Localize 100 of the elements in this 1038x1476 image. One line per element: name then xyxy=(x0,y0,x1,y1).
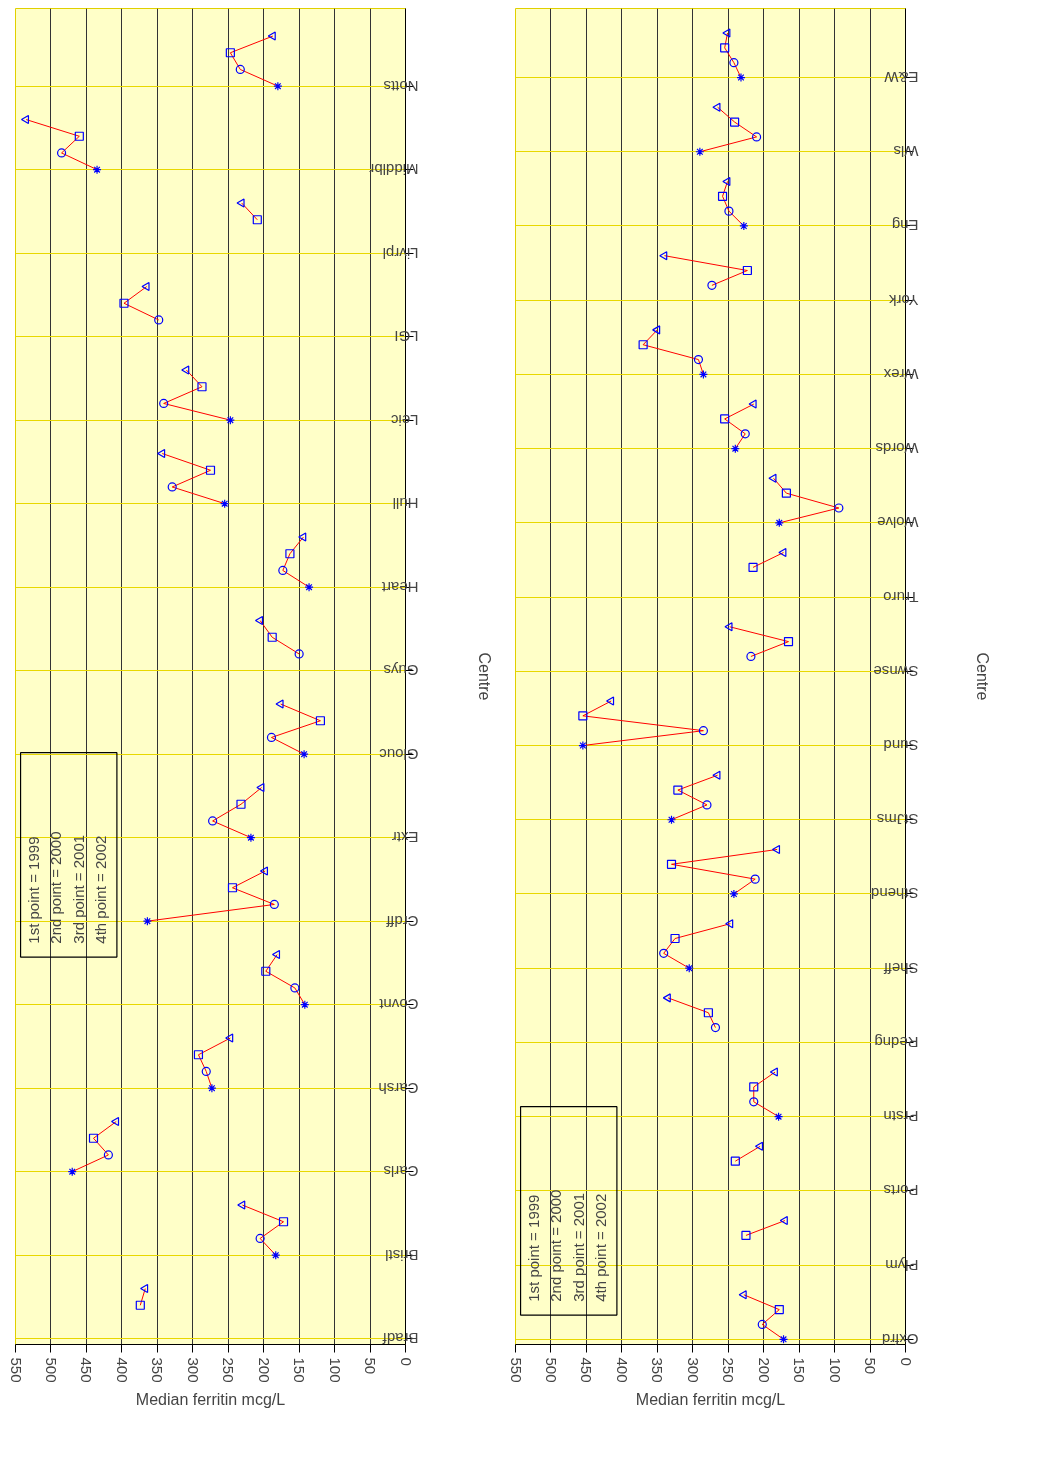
x-tick-label: 100 xyxy=(326,1357,344,1383)
point xyxy=(749,1082,759,1092)
point xyxy=(193,1050,204,1060)
point xyxy=(738,1290,747,1300)
point xyxy=(119,298,129,308)
point xyxy=(724,622,733,632)
point xyxy=(729,58,739,68)
point xyxy=(236,799,246,809)
y-tick-label: Wrex xyxy=(883,365,919,383)
point xyxy=(652,325,661,335)
point xyxy=(774,518,784,528)
point xyxy=(315,716,326,726)
point xyxy=(684,963,694,973)
point xyxy=(208,816,218,826)
point xyxy=(56,148,67,158)
annotation: 4th point = 2002 xyxy=(592,1193,610,1302)
point xyxy=(774,1305,784,1315)
y-tick-label: Crdff xyxy=(385,912,419,930)
point xyxy=(255,1233,265,1244)
x-tick-label: 550 xyxy=(7,1357,25,1383)
point xyxy=(659,251,668,261)
annotation: 1st point = 1999 xyxy=(524,1194,542,1302)
point xyxy=(201,1066,211,1077)
y-tick-label: Leic xyxy=(390,411,419,429)
point xyxy=(225,1033,234,1043)
x-tick-label: 200 xyxy=(255,1357,273,1383)
point xyxy=(698,369,709,380)
point xyxy=(67,1167,77,1177)
point xyxy=(748,562,758,572)
x-tick-label: 350 xyxy=(149,1357,167,1383)
point xyxy=(722,28,731,38)
y-tick-label: Notts xyxy=(383,77,419,95)
point xyxy=(673,785,683,795)
annotation: 1st point = 1999 xyxy=(24,836,42,944)
x-tick-label: 350 xyxy=(649,1357,667,1383)
x-tick-label: 400 xyxy=(113,1357,131,1383)
y-tick-label: Wolve xyxy=(877,514,919,532)
y-tick-label: Words xyxy=(875,440,919,458)
point xyxy=(698,726,709,736)
x-tick-label: 100 xyxy=(826,1357,844,1383)
point xyxy=(278,1217,289,1227)
x-axis-title: Median ferritin mcg/L xyxy=(135,1390,286,1408)
point xyxy=(220,499,230,509)
point xyxy=(730,1156,740,1166)
point xyxy=(267,31,276,41)
point xyxy=(778,547,787,558)
y-tick-label: Ports xyxy=(883,1182,919,1200)
y-tick-label: Sthend xyxy=(870,885,919,903)
y-tick-label: Extr xyxy=(391,829,419,847)
y-tick-label: Bristl xyxy=(385,1246,419,1264)
point xyxy=(159,398,169,409)
point xyxy=(20,114,30,125)
point xyxy=(269,899,279,910)
point xyxy=(271,1250,281,1260)
y-tick-label: Sheff xyxy=(882,959,919,977)
point xyxy=(205,465,216,475)
point xyxy=(606,696,615,706)
y-axis-title: Centre xyxy=(974,652,992,701)
point xyxy=(781,488,791,498)
point xyxy=(142,916,152,926)
x-tick-label: 300 xyxy=(184,1357,202,1383)
point xyxy=(74,131,84,141)
y-tick-label: E&W xyxy=(883,69,919,87)
point xyxy=(768,473,777,483)
point xyxy=(742,265,752,276)
x-tick-label: 550 xyxy=(507,1357,525,1383)
point xyxy=(92,165,102,175)
y-tick-label: Prstn xyxy=(883,1108,919,1126)
y-tick-label: Glouc xyxy=(378,745,419,763)
point xyxy=(748,399,757,409)
x-tick-label: 0 xyxy=(897,1357,915,1366)
point xyxy=(662,993,671,1003)
point xyxy=(298,532,307,542)
point xyxy=(246,833,256,843)
point xyxy=(141,281,150,292)
y-tick-label: StJms xyxy=(876,811,919,829)
y-tick-label: York xyxy=(888,291,919,309)
point xyxy=(736,72,746,83)
x-tick-label: 150 xyxy=(291,1357,309,1383)
point xyxy=(227,883,238,893)
point xyxy=(237,1200,246,1210)
y-tick-label: Truro xyxy=(883,588,919,606)
x-tick-label: 50 xyxy=(362,1357,380,1375)
y-tick-label: Livrpl xyxy=(382,244,419,262)
point xyxy=(167,482,177,492)
x-tick-label: 150 xyxy=(791,1357,809,1383)
point xyxy=(724,206,734,216)
y-axis-title: Centre xyxy=(475,652,493,701)
point xyxy=(266,732,277,743)
point xyxy=(252,215,262,225)
annotation: 4th point = 2002 xyxy=(92,835,110,944)
point xyxy=(707,280,717,290)
point xyxy=(712,102,721,112)
point xyxy=(578,740,588,751)
point xyxy=(746,651,756,662)
point xyxy=(88,1133,99,1143)
point xyxy=(273,81,283,91)
point xyxy=(717,191,728,201)
point xyxy=(666,859,677,869)
y-tick-label: Plym xyxy=(885,1256,919,1274)
